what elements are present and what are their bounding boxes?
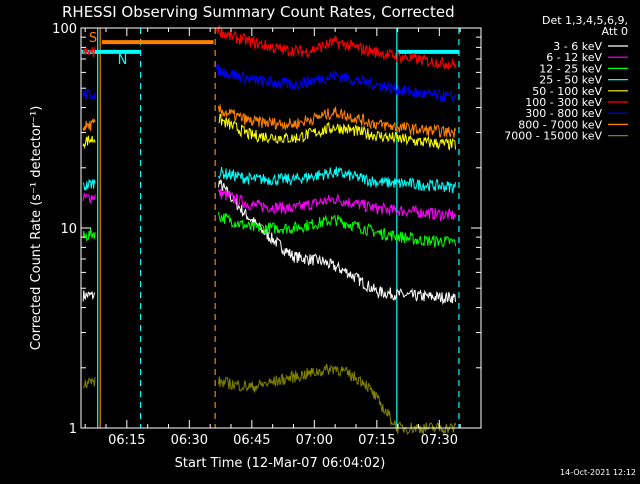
series-4-segment-0 [82,135,96,150]
x-tick-label-1: 06:30 [171,433,208,448]
x-axis-label: Start Time (12-Mar-07 06:04:02) [175,456,386,471]
series-8-segment-1 [218,363,456,435]
series-7-segment-1 [218,104,456,139]
x-tick-label-5: 07:30 [421,433,458,448]
legend-label-5: 100 - 300 keV [525,96,602,109]
series-5-segment-1 [215,25,457,71]
x-tick-label-0: 06:15 [108,433,145,448]
y-tick-label-0: 1 [69,422,77,437]
legend-header-1: Att 0 [602,25,628,38]
series-7-segment-0 [82,117,96,132]
x-tick-label-3: 07:00 [296,433,333,448]
series-4-segment-1 [218,113,456,151]
series-6-segment-0 [82,88,96,101]
series-2-segment-1 [218,211,456,248]
status-label-n: N [118,53,128,68]
series-3-segment-0 [82,178,96,191]
timestamp: 14-Oct-2021 12:12 [560,468,636,477]
series-6-segment-1 [215,63,457,103]
plot-area: S N 06:15 06:30 06:45 07:00 07:15 07:30 1 10 100 [52,22,482,448]
series-0-segment-0 [82,290,96,302]
legend-label-7: 800 - 7000 keV [518,118,602,131]
series-3-segment-1 [218,166,456,193]
chart-title: RHESSI Observing Summary Count Rates, Co… [62,3,455,21]
status-label-s: S [89,31,97,46]
series-2-segment-0 [82,228,96,242]
x-tick-label-2: 06:45 [233,433,270,448]
series-1-segment-0 [82,192,96,204]
legend-label-6: 300 - 800 keV [525,107,602,120]
y-tick-label-2: 100 [52,22,77,37]
legend-label-3: 25 - 50 keV [539,74,602,87]
legend-label-8: 7000 - 15000 keV [504,130,602,143]
y-tick-label-1: 10 [60,222,77,237]
legend-header-0: Det 1,3,4,5,6,9, [542,14,628,27]
series-5-segment-0 [82,46,96,58]
legend-label-1: 6 - 12 keV [546,51,602,64]
legend-label-0: 3 - 6 keV [553,40,602,53]
y-axis-label: Corrected Count Rate (s⁻¹ detector⁻¹) [29,106,44,351]
legend-label-2: 12 - 25 keV [539,62,602,75]
series-8-segment-0 [83,376,96,389]
legend-label-4: 50 - 100 keV [532,85,602,98]
x-tick-label-4: 07:15 [358,433,395,448]
series-1-segment-1 [218,188,456,222]
